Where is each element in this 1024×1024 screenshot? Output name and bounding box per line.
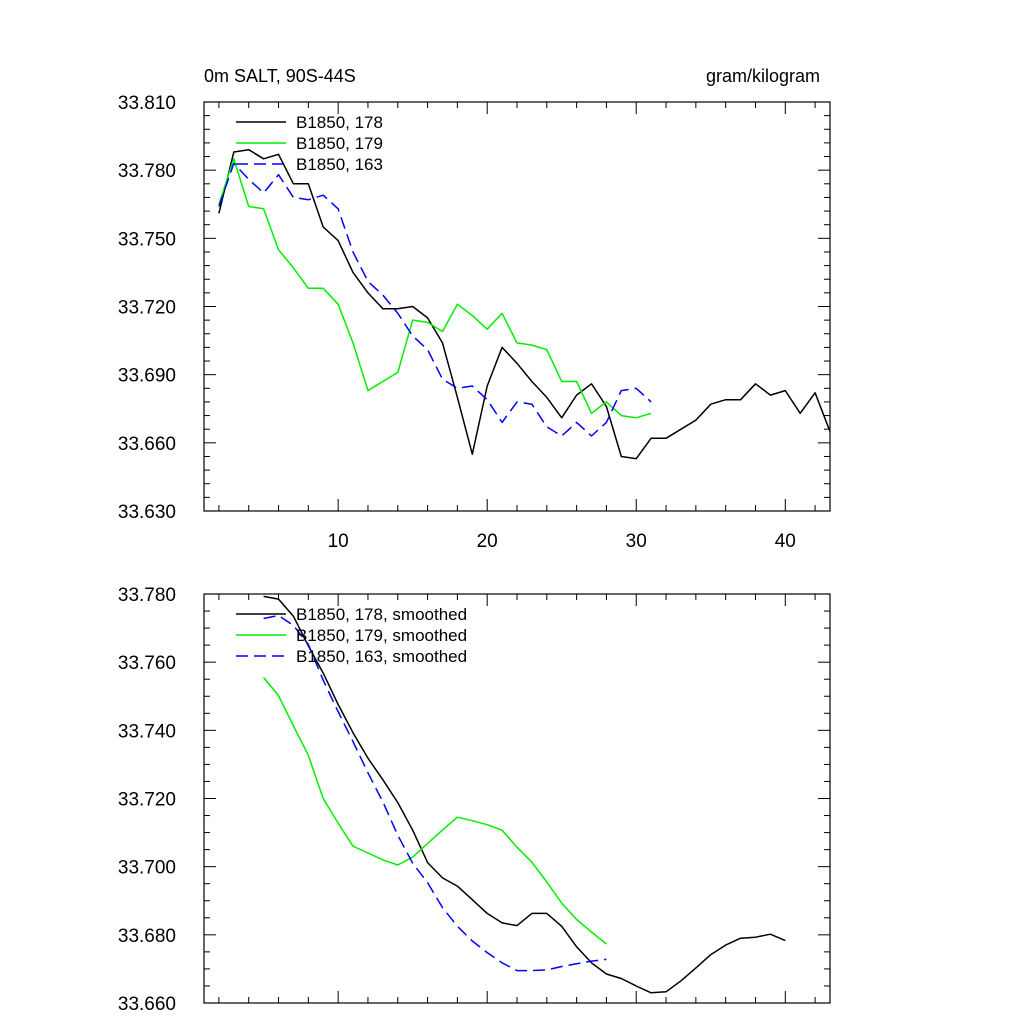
panel-top: 10 20 30 40 33.630 33.660 33.690 33.720 33.750 33…	[118, 66, 831, 552]
series-line-0	[218, 148, 831, 460]
chart-title: 0m SALT, 90S-44S	[204, 66, 356, 86]
series-line-1	[218, 158, 652, 419]
series-line-1	[263, 677, 607, 945]
series-line-2	[263, 614, 607, 972]
y-tick-label: 33.690	[118, 366, 176, 387]
y-tick-label: 33.740	[118, 721, 176, 742]
legend-entry: B1850, 178	[296, 113, 383, 132]
series-line-0	[263, 595, 786, 994]
legend-entry: B1850, 163	[296, 155, 383, 174]
y-tick-label: 33.720	[118, 790, 176, 811]
units-label: gram/kilogram	[706, 66, 820, 86]
legend-entry: B1850, 163, smoothed	[296, 647, 467, 666]
x-tick-label: 10	[328, 531, 349, 552]
legend-entry: B1850, 179	[296, 134, 383, 153]
y-tick-label: 33.810	[118, 93, 176, 114]
y-tick-label: 33.660	[118, 434, 176, 455]
x-tick-label: 20	[477, 531, 498, 552]
y-tick-label: 33.760	[118, 653, 176, 674]
y-tick-label: 33.780	[118, 161, 176, 182]
y-tick-label: 33.720	[118, 298, 176, 319]
legend-entry: B1850, 179, smoothed	[296, 626, 467, 645]
x-tick-label: 40	[775, 531, 796, 552]
y-tick-label: 33.750	[118, 229, 176, 250]
panel-bottom: 33.660 33.680 33.700 33.720 33.740 33.760 33.7…	[118, 585, 831, 1015]
series-line-2	[218, 162, 652, 437]
y-tick-label: 33.780	[118, 585, 176, 606]
y-tick-label: 33.660	[118, 994, 176, 1015]
legend-entry: B1850, 178, smoothed	[296, 605, 467, 624]
y-tick-label: 33.630	[118, 502, 176, 523]
x-tick-label: 30	[626, 531, 647, 552]
y-tick-label: 33.700	[118, 858, 176, 879]
y-tick-label: 33.680	[118, 926, 176, 947]
